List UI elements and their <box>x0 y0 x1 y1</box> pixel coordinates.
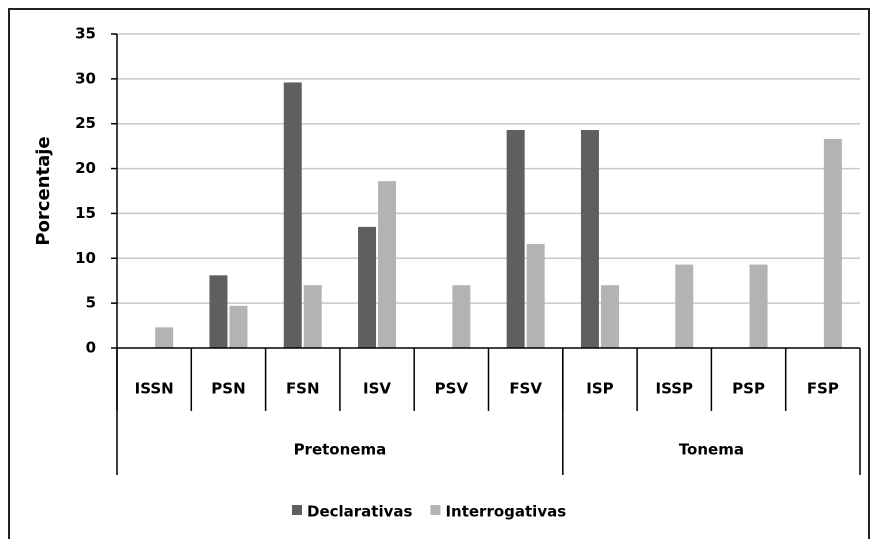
y-tick-label: 5 <box>86 294 96 312</box>
bar <box>378 181 397 348</box>
x-tick-label: ISSP <box>655 380 693 398</box>
x-tick-label: ISP <box>586 380 613 398</box>
bar <box>452 285 471 348</box>
x-tick-label: PSN <box>211 380 245 398</box>
y-tick-label: 20 <box>75 159 96 177</box>
bar <box>580 129 599 348</box>
x-tick-label: FSN <box>286 380 320 398</box>
y-tick-label: 35 <box>75 25 96 43</box>
bar <box>823 138 842 348</box>
legend-label: Interrogativas <box>445 503 566 521</box>
legend-label: Declarativas <box>307 503 413 521</box>
bar <box>283 82 302 349</box>
y-tick-label: 30 <box>75 69 96 87</box>
bar <box>229 305 248 348</box>
y-tick-label: 25 <box>75 114 96 132</box>
group-label: Tonema <box>679 441 744 459</box>
bar <box>303 285 322 348</box>
x-tick-label: PSV <box>435 380 469 398</box>
x-tick-label: PSP <box>732 380 765 398</box>
group-label: Pretonema <box>294 441 387 459</box>
bar <box>600 285 619 348</box>
legend-swatch <box>430 505 441 515</box>
x-tick-label: ISSN <box>135 380 174 398</box>
x-tick-label: ISV <box>363 380 391 398</box>
x-tick-label: FSV <box>509 380 542 398</box>
y-tick-label: 10 <box>75 249 96 267</box>
bar <box>749 264 768 348</box>
bar <box>358 226 377 348</box>
bar <box>155 327 174 348</box>
bar <box>675 264 694 348</box>
legend-swatch <box>292 505 302 515</box>
y-tick-label: 0 <box>86 339 96 357</box>
frame <box>8 8 870 539</box>
bar <box>506 129 525 348</box>
bar <box>209 275 228 348</box>
y-axis-label: Porcentaje <box>33 136 54 245</box>
x-tick-label: FSP <box>807 380 839 398</box>
y-tick-label: 15 <box>75 204 96 222</box>
bar <box>526 243 545 348</box>
